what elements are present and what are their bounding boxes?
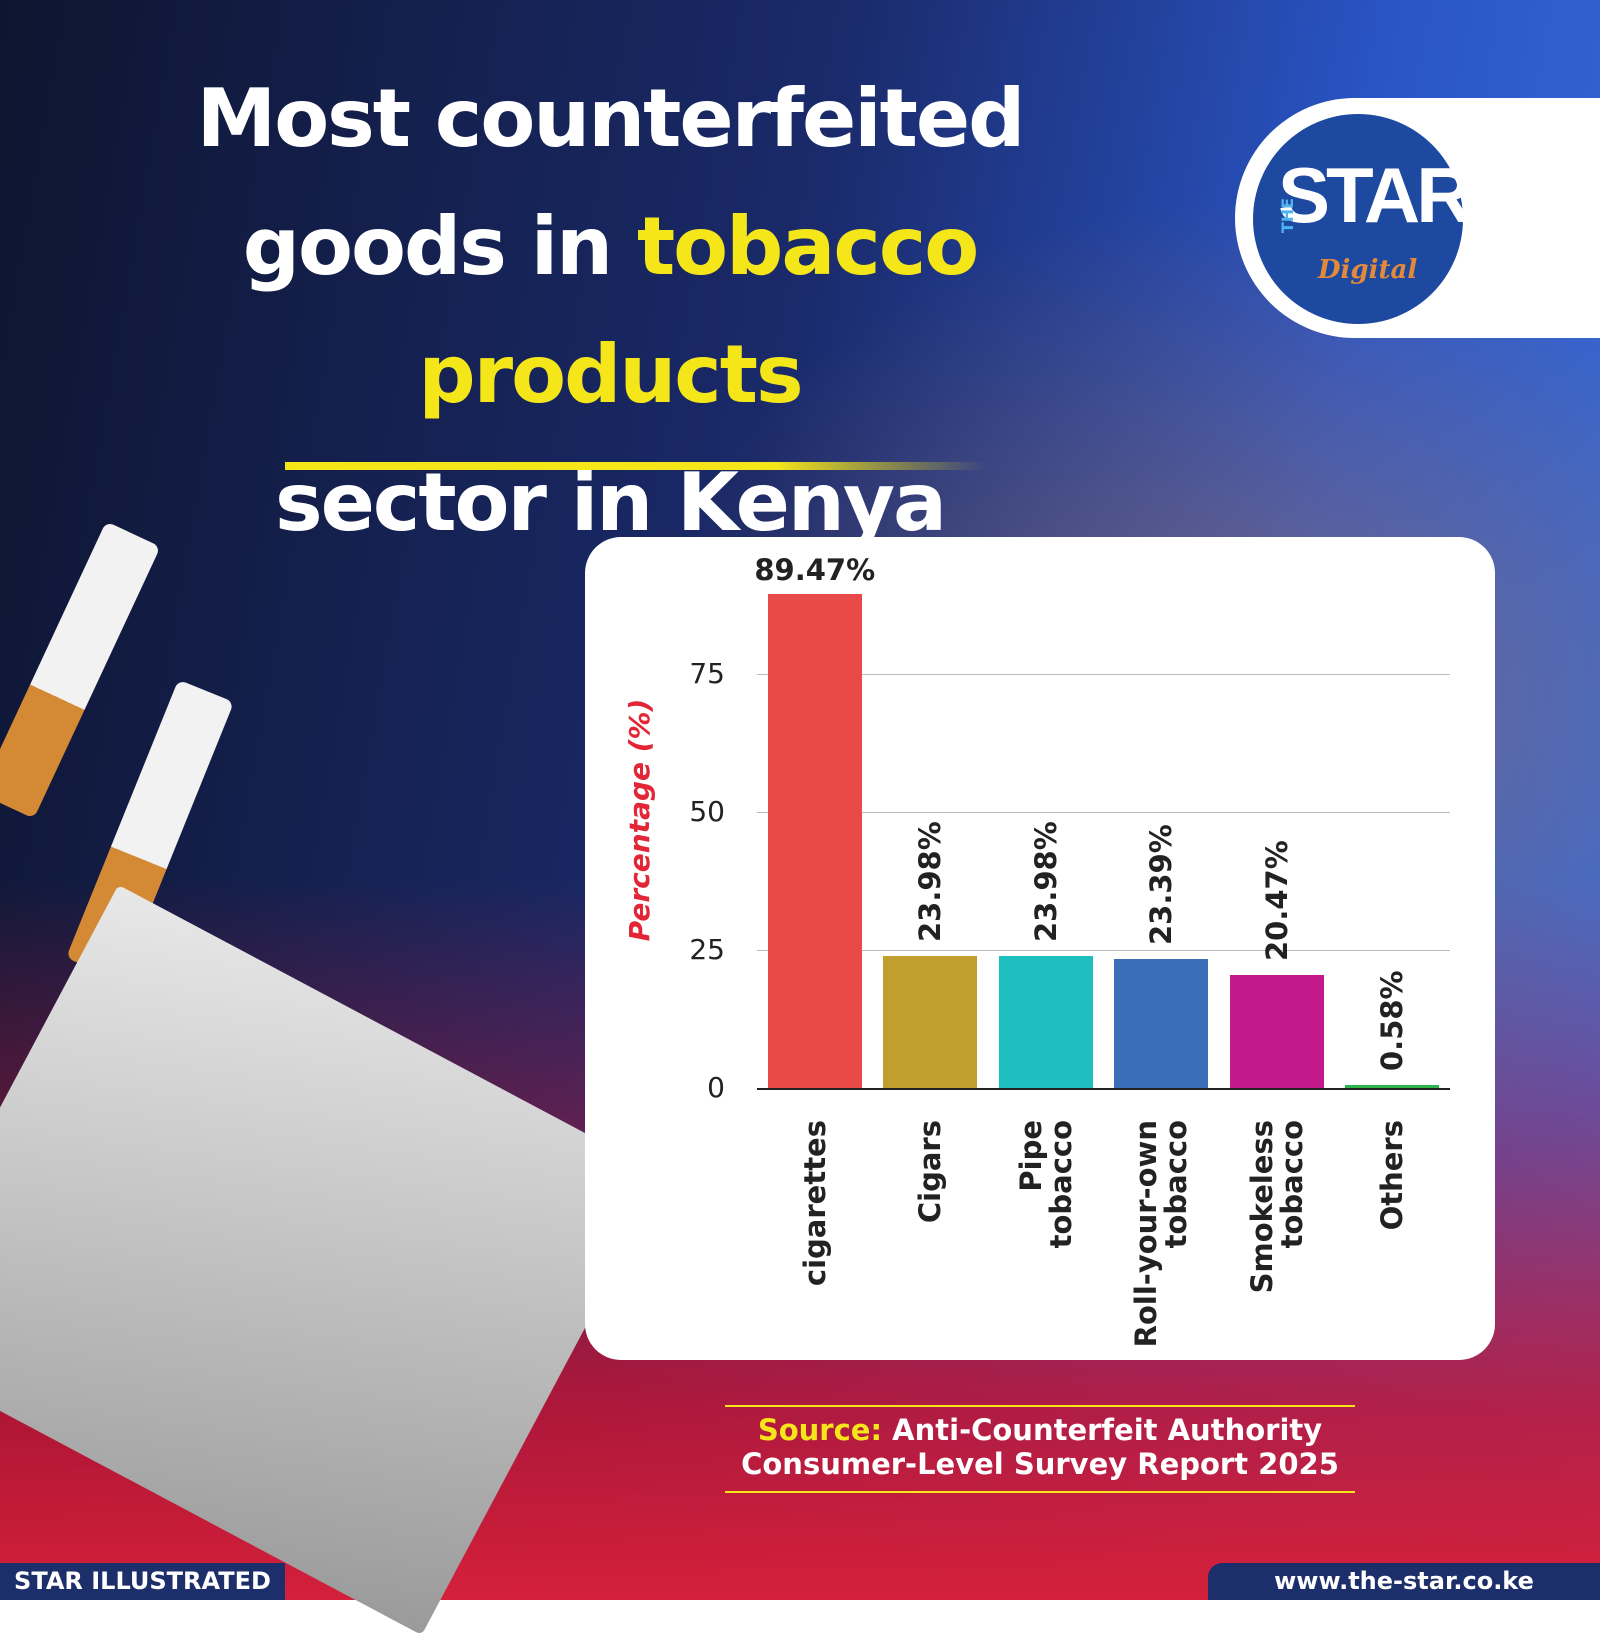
bar [1229, 974, 1324, 1088]
footer-right: www.the-star.co.ke [1208, 1563, 1600, 1600]
bar [883, 955, 978, 1088]
value-label: 0.58% [1375, 970, 1410, 1071]
grid-line [757, 673, 1450, 675]
title-highlight: tobacco products [418, 200, 979, 421]
value-label: 23.98% [913, 820, 948, 942]
value-label: 20.47% [1259, 840, 1294, 961]
y-axis-label: Percentage (%) [623, 698, 656, 941]
footer-left: STAR ILLUSTRATED [0, 1563, 285, 1600]
value-label: 23.98% [1028, 820, 1063, 942]
grid-line [757, 811, 1450, 813]
title-rule [285, 462, 985, 470]
x-tick-label: Smokeless tobacco [1244, 1120, 1309, 1294]
x-tick-label: Roll-your-own tobacco [1129, 1120, 1194, 1348]
source: Source: Anti-Counterfeit Authority Consum… [725, 1405, 1355, 1493]
x-tick-label: cigarettes [797, 1120, 832, 1287]
logo-digital: Digital [1318, 255, 1418, 285]
y-tick-label: 25 [689, 932, 725, 966]
title-line: Most counterfeited [196, 72, 1026, 165]
bar [767, 593, 862, 1088]
y-tick-label: 75 [689, 656, 725, 690]
bar [998, 955, 1093, 1088]
source-line: Consumer-Level Survey Report 2025 [741, 1447, 1339, 1481]
x-tick-label: Pipe tobacco [1013, 1120, 1078, 1249]
bar [1345, 1084, 1440, 1088]
chart: 0 25 50 75 Percentage (%) 89.47% cigarettes 23.… [623, 552, 1450, 1348]
x-tick-label: Cigars [913, 1120, 948, 1224]
value-label: 89.47% [754, 552, 876, 587]
grid-line [757, 1088, 1450, 1090]
source-label: Source: [757, 1413, 883, 1447]
bar [1114, 958, 1209, 1088]
x-tick-label: Others [1375, 1120, 1410, 1231]
logo-circle [1253, 114, 1463, 324]
y-tick-label: 50 [689, 794, 725, 828]
logo-star: STAR [1278, 151, 1473, 239]
title-line: goods in [242, 200, 613, 293]
grid-line [757, 949, 1450, 951]
title: Most counterfeited goods in tobacco produ… [40, 55, 1180, 567]
title-line: sector in Kenya [275, 456, 947, 549]
source-line: Anti-Counterfeit Authority [892, 1413, 1323, 1447]
value-label: 23.39% [1144, 824, 1179, 945]
y-tick-label: 0 [707, 1071, 725, 1104]
